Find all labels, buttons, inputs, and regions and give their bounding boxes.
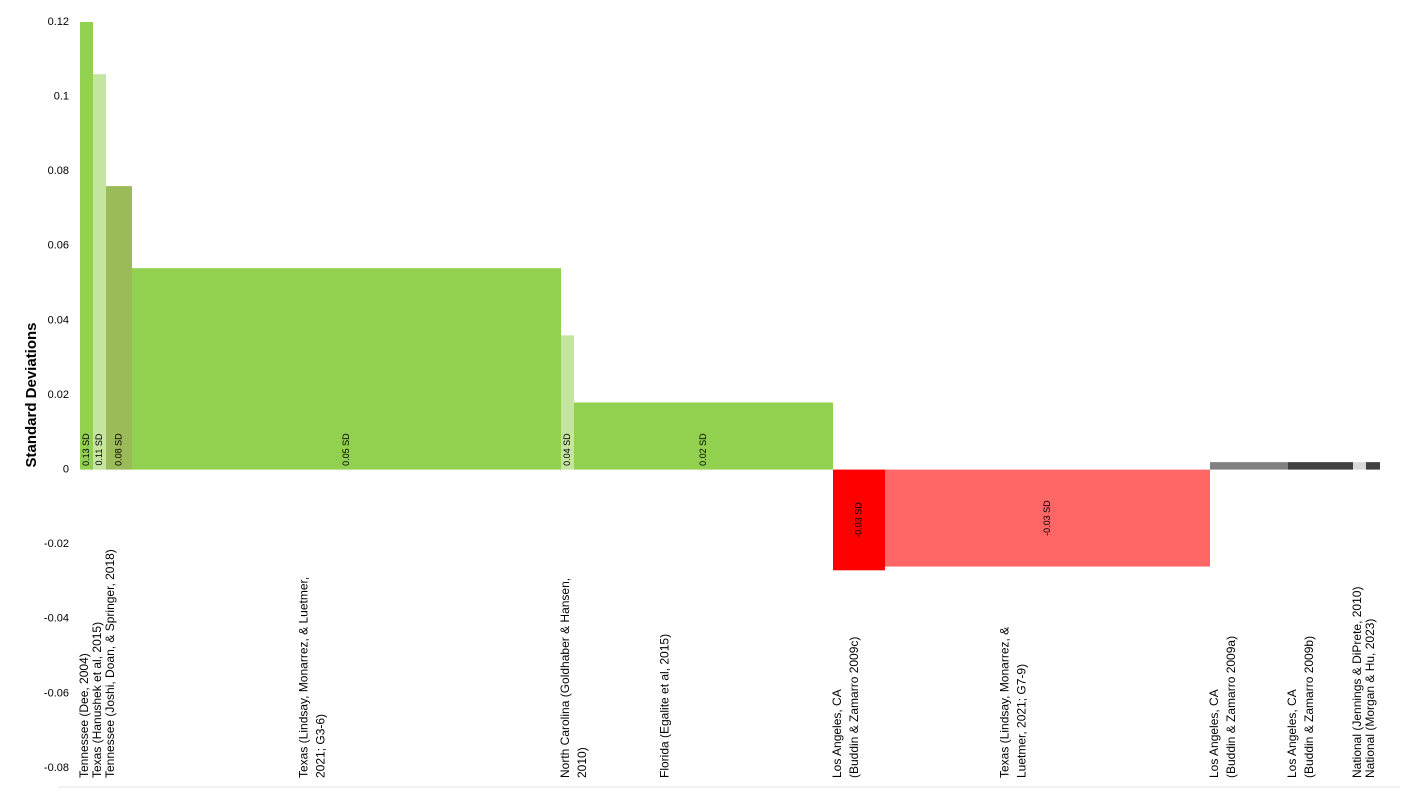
x-tick-label: North Carolina (Goldhaber & Hansen, 2010) (558, 578, 589, 778)
bar (1210, 462, 1288, 470)
y-tick-label: -0.06 (44, 687, 69, 699)
bar (1366, 462, 1380, 470)
bar (574, 402, 833, 470)
y-tick-label: 0.02 (48, 389, 69, 401)
value-label: 0.13 SD (81, 433, 91, 466)
y-tick-label: 0.12 (48, 16, 69, 28)
bar (1288, 462, 1353, 470)
x-tick-label: Texas (Hanushek et al, 2015) (90, 622, 104, 778)
y-axis-title: Standard Deviations (23, 322, 40, 467)
x-tick-label: Los Angeles, CA (Buddin & Zamarro 2009b) (1285, 636, 1316, 778)
value-label: 0.08 SD (113, 433, 123, 466)
x-tick-label: Texas (Lindsay, Monarrez, & Luetmer, 2021… (998, 627, 1029, 778)
x-tick-label: Florida (Egalite et al, 2015) (658, 634, 672, 778)
bar (561, 335, 574, 470)
value-label: 0.11 SD (94, 433, 104, 465)
x-tick-label: Texas (Lindsay, Monarrez, & Luetmer, 2021… (297, 577, 328, 778)
x-tick-label: Tennessee (Dee, 2004) (77, 653, 91, 778)
y-tick-label: 0.08 (48, 165, 69, 177)
y-tick-label: 0.04 (48, 314, 69, 326)
y-tick-label: 0.06 (48, 240, 69, 252)
value-label: 0.05 SD (341, 433, 351, 466)
value-label: 0.04 SD (562, 433, 572, 466)
bar (132, 268, 561, 470)
y-tick-label: 0 (63, 464, 69, 476)
x-tick-label: Tennessee (Joshi, Doan, & Springer, 2018… (103, 549, 117, 778)
y-tick-label: -0.08 (44, 762, 69, 774)
bar (885, 469, 1210, 567)
y-tick-label: 0.1 (54, 91, 69, 103)
y-tick-label: -0.02 (44, 538, 69, 550)
value-label: -0.03 SD (853, 502, 863, 538)
bar (1353, 462, 1366, 470)
x-tick-label: Los Angeles, CA (Buddin & Zamarro 2009a) (1207, 636, 1238, 778)
bar (833, 469, 885, 571)
x-tick-label: National (Jennings & DiPrete, 2010) (1350, 587, 1364, 778)
value-label: 0.02 SD (698, 433, 708, 466)
x-tick-label: Los Angeles, CA (Buddin & Zamarro 2009c) (830, 637, 861, 778)
bar (106, 186, 132, 470)
value-label: -0.03 SD (1042, 500, 1052, 536)
bars (80, 22, 1380, 571)
y-tick-label: -0.04 (44, 613, 69, 625)
bar (93, 74, 106, 470)
x-tick-label: National (Morgan & Hu, 2023) (1363, 619, 1377, 778)
bar (80, 22, 93, 470)
